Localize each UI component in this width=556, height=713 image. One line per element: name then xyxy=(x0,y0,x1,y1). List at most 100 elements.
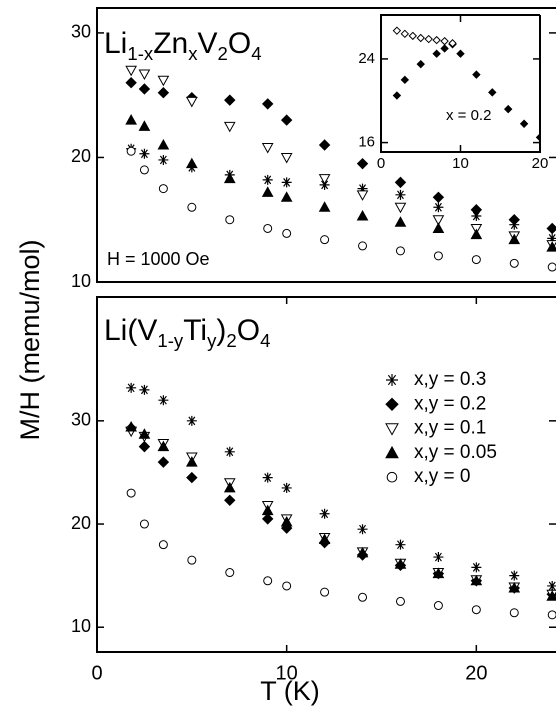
diamond-marker xyxy=(470,204,483,216)
title-text: Ti xyxy=(183,314,207,347)
circle-marker xyxy=(395,246,405,256)
asterisk-marker xyxy=(319,508,330,519)
asterisk-marker xyxy=(433,202,444,213)
asterisk-marker xyxy=(281,482,292,493)
triangle-down-marker xyxy=(185,96,198,108)
title-subscript: 1-y xyxy=(157,330,184,351)
diamond-marker xyxy=(432,49,441,58)
asterisk-marker xyxy=(186,415,197,426)
diamond-marker xyxy=(392,91,402,100)
y-tick-label: 30 xyxy=(71,410,91,430)
triangle-up-marker xyxy=(138,120,151,131)
diamond-marker xyxy=(432,191,445,204)
circle-marker xyxy=(547,262,556,272)
triangle-down-marker xyxy=(223,121,236,133)
title-text: Zn xyxy=(153,27,188,60)
circle-marker xyxy=(358,241,368,251)
title-text: O xyxy=(237,314,260,347)
x-tick-label: 20 xyxy=(532,155,549,172)
asterisk-marker xyxy=(547,580,556,591)
asterisk-marker xyxy=(433,552,444,563)
triangle-down-marker xyxy=(280,152,293,164)
diamond-marker xyxy=(224,494,236,507)
asterisk-marker xyxy=(224,446,235,457)
diamond-marker xyxy=(456,49,465,58)
panel-title: Li1-xZnxV2O4 xyxy=(104,27,262,64)
title-subscript: 4 xyxy=(251,43,261,64)
triangle-up-marker xyxy=(470,574,483,586)
asterisk-marker xyxy=(357,183,368,194)
triangle-down-marker xyxy=(394,202,407,214)
asterisk-marker xyxy=(281,177,292,188)
y-tick-label: 24 xyxy=(358,50,375,67)
diamond-marker xyxy=(488,88,497,97)
circle-marker xyxy=(139,165,149,175)
diamond-marker xyxy=(508,214,520,226)
triangle-up-marker xyxy=(432,222,445,233)
plot-background xyxy=(381,15,540,152)
circle-marker xyxy=(395,596,405,606)
legend-entry: x,y = 0 xyxy=(386,466,471,487)
legend-label: x,y = 0.05 xyxy=(414,442,497,463)
circle-marker xyxy=(282,228,292,238)
triangle-up-marker xyxy=(470,228,483,240)
circle-marker xyxy=(126,146,136,156)
title-subscript: x xyxy=(188,43,198,64)
panel-title: Li(V1-yTiy)2O4 xyxy=(104,314,270,351)
triangle-up-marker xyxy=(157,138,170,150)
triangle-up-marker xyxy=(432,567,445,579)
triangle-down-marker xyxy=(157,75,170,87)
asterisk-marker xyxy=(158,395,169,406)
annotation: H = 1000 Oe xyxy=(107,249,210,269)
diamond-marker xyxy=(261,513,274,525)
legend-marker xyxy=(385,423,399,436)
triangle-up-marker xyxy=(546,241,556,252)
circle-marker xyxy=(225,215,235,225)
triangle-up-marker xyxy=(318,201,331,212)
plot-area xyxy=(392,26,540,142)
title-subscript: 2 xyxy=(218,43,228,64)
asterisk-marker xyxy=(126,382,137,393)
asterisk-marker xyxy=(395,539,406,550)
diamond-marker xyxy=(519,119,529,128)
diamond-marker xyxy=(138,440,151,453)
triangle-up-marker xyxy=(261,186,274,197)
annotation: x = 0.2 xyxy=(446,107,491,124)
diamond-marker xyxy=(472,70,481,79)
triangle-up-marker xyxy=(280,515,293,527)
circle-marker xyxy=(158,540,168,550)
title-text: Li xyxy=(104,27,127,60)
y-tick-label: 30 xyxy=(71,22,91,42)
x-tick-label: 0 xyxy=(377,155,385,172)
title-text: Li(V xyxy=(104,314,157,347)
diamond-marker xyxy=(186,471,198,484)
triangle-up-marker xyxy=(125,420,137,432)
circle-marker xyxy=(358,592,368,602)
diamond-marker xyxy=(318,139,331,151)
circle-marker xyxy=(225,568,235,578)
diamond-marker xyxy=(400,75,410,85)
panel: 16 24 0 10 20 x = 0.2 xyxy=(358,14,549,172)
diamond-marker xyxy=(503,104,513,114)
asterisk-marker xyxy=(158,154,169,165)
y-tick-label: 10 xyxy=(71,271,91,291)
plot-area xyxy=(125,382,556,620)
triangle-down-marker xyxy=(261,142,274,154)
diamond-marker xyxy=(261,98,274,110)
triangle-down-marker xyxy=(125,65,137,77)
legend-label: x,y = 0.1 xyxy=(414,418,486,439)
legend-entry: x,y = 0.05 xyxy=(385,442,497,463)
triangle-up-marker xyxy=(261,504,274,516)
circle-marker xyxy=(263,223,273,233)
legend-marker xyxy=(386,471,398,483)
diamond-marker xyxy=(424,34,433,44)
circle-marker xyxy=(282,581,292,591)
triangle-up-marker xyxy=(125,114,137,125)
x-tick-label: 10 xyxy=(276,662,298,684)
y-tick-label: 20 xyxy=(71,146,91,166)
asterisk-marker xyxy=(357,524,368,535)
diamond-marker xyxy=(356,157,369,170)
legend-label: x,y = 0.2 xyxy=(414,393,486,414)
diamond-marker xyxy=(125,77,137,89)
